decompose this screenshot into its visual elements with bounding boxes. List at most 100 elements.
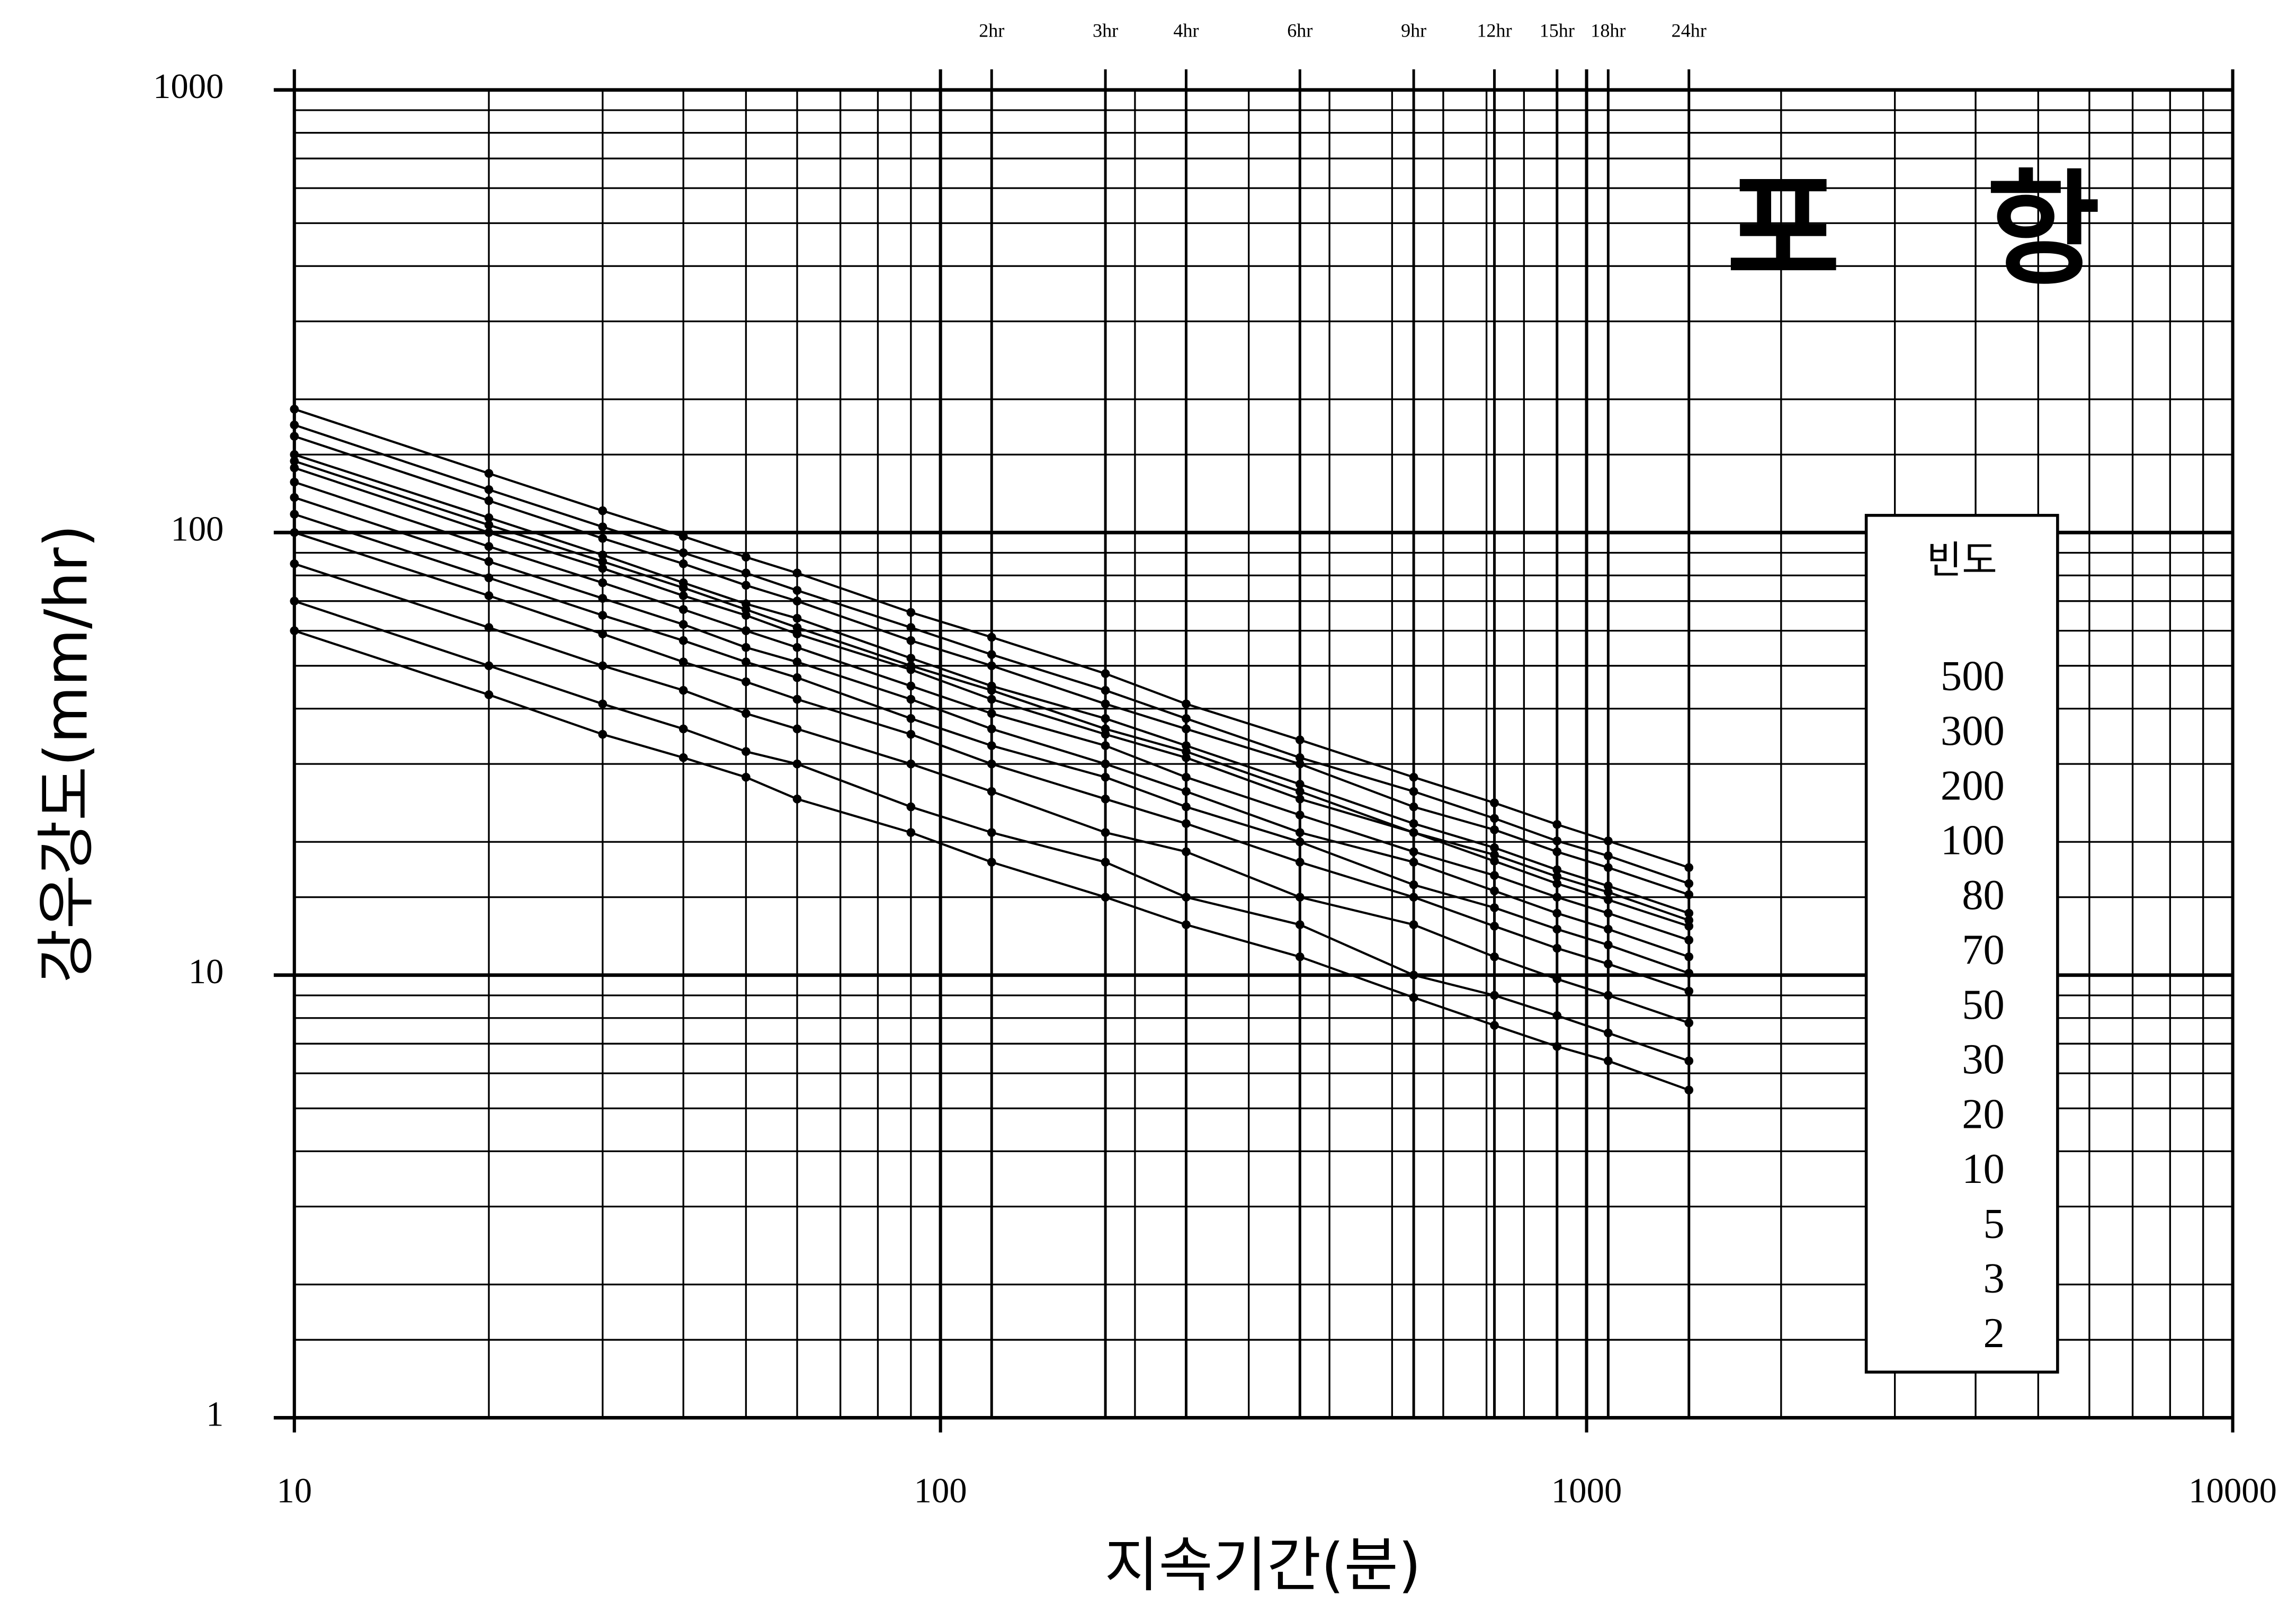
data-point bbox=[1490, 825, 1499, 834]
top-tick-label: 4hr bbox=[1173, 20, 1199, 41]
data-point bbox=[1182, 802, 1191, 812]
series-line bbox=[294, 563, 1690, 1024]
data-point bbox=[1684, 909, 1694, 918]
top-tick-label: 2hr bbox=[979, 20, 1004, 41]
data-point bbox=[792, 568, 802, 578]
data-point bbox=[484, 513, 494, 522]
data-point bbox=[1490, 903, 1499, 912]
data-point bbox=[792, 673, 802, 682]
y-tick-label: 100 bbox=[171, 510, 224, 549]
data-point bbox=[1182, 714, 1191, 723]
data-point bbox=[1182, 747, 1191, 756]
legend-box bbox=[1864, 514, 2059, 1374]
data-point bbox=[1490, 922, 1499, 931]
data-point bbox=[598, 594, 607, 603]
top-tick-label: 15hr bbox=[1540, 20, 1575, 41]
data-point bbox=[1684, 952, 1694, 961]
data-point bbox=[1295, 893, 1305, 902]
data-point bbox=[1684, 936, 1694, 945]
data-point bbox=[1182, 699, 1191, 709]
data-point bbox=[741, 611, 751, 620]
x-axis-label: 지속기간(분) bbox=[1104, 1531, 1421, 1600]
data-point bbox=[1490, 991, 1499, 1000]
data-point bbox=[741, 747, 751, 756]
data-point bbox=[678, 724, 688, 734]
data-point bbox=[484, 542, 494, 551]
data-point bbox=[1552, 909, 1562, 918]
data-point bbox=[678, 685, 688, 695]
data-point bbox=[906, 714, 916, 723]
data-point bbox=[1409, 828, 1418, 837]
data-point bbox=[678, 591, 688, 600]
data-point bbox=[1552, 847, 1562, 857]
data-point bbox=[1101, 759, 1110, 769]
data-point bbox=[1101, 699, 1110, 709]
data-point bbox=[906, 759, 916, 769]
data-point bbox=[1684, 863, 1694, 872]
legend-entry: 3 bbox=[1983, 1255, 2004, 1302]
y-axis-label: 강우강도(mm/hr) bbox=[33, 524, 101, 983]
series-line bbox=[294, 435, 1690, 896]
x-tick-label: 10000 bbox=[2188, 1472, 2277, 1510]
data-point bbox=[290, 405, 299, 414]
data-point bbox=[290, 457, 299, 466]
data-point bbox=[1295, 810, 1305, 820]
data-point bbox=[1684, 1056, 1694, 1066]
data-point bbox=[741, 581, 751, 590]
data-point bbox=[1552, 820, 1562, 829]
data-point bbox=[290, 420, 299, 430]
top-tick-label: 9hr bbox=[1401, 20, 1426, 41]
data-point bbox=[290, 450, 299, 459]
data-point bbox=[1552, 1042, 1562, 1051]
data-point bbox=[741, 677, 751, 687]
data-point bbox=[1604, 991, 1613, 1000]
data-point bbox=[1604, 940, 1613, 950]
top-tick-label: 18hr bbox=[1591, 20, 1625, 41]
data-point bbox=[1604, 836, 1613, 845]
data-point bbox=[1490, 814, 1499, 823]
legend-entry: 2 bbox=[1983, 1310, 2004, 1357]
data-point bbox=[1490, 952, 1499, 961]
y-tick-label: 1 bbox=[206, 1395, 224, 1434]
data-point bbox=[1552, 879, 1562, 888]
data-point bbox=[906, 636, 916, 645]
data-point bbox=[1409, 858, 1418, 867]
data-point bbox=[792, 724, 802, 734]
data-point bbox=[1295, 780, 1305, 789]
data-point bbox=[678, 636, 688, 645]
data-point bbox=[792, 657, 802, 666]
series-line bbox=[294, 408, 1690, 869]
data-point bbox=[484, 557, 494, 566]
data-point bbox=[598, 611, 607, 620]
data-point bbox=[484, 469, 494, 478]
series-line bbox=[294, 513, 1690, 975]
data-point bbox=[1101, 741, 1110, 750]
data-point bbox=[1409, 920, 1418, 929]
data-point bbox=[290, 463, 299, 473]
data-point bbox=[1295, 828, 1305, 837]
legend-entry: 200 bbox=[1941, 762, 2005, 809]
data-point bbox=[1552, 872, 1562, 881]
data-point bbox=[484, 520, 494, 530]
data-point bbox=[484, 690, 494, 699]
chart-title: 포 항 bbox=[1727, 158, 2100, 302]
data-point bbox=[1684, 1085, 1694, 1095]
data-point bbox=[290, 510, 299, 519]
legend-entry: 20 bbox=[1962, 1091, 2005, 1138]
top-tick-label: 12hr bbox=[1477, 20, 1512, 41]
data-point bbox=[1409, 802, 1418, 812]
data-point bbox=[987, 741, 996, 750]
data-point bbox=[1101, 828, 1110, 837]
data-point bbox=[1604, 909, 1613, 918]
data-point bbox=[678, 657, 688, 666]
top-tick-label: 24hr bbox=[1672, 20, 1707, 41]
data-point bbox=[987, 661, 996, 671]
data-point bbox=[1409, 787, 1418, 796]
data-point bbox=[484, 496, 494, 505]
data-point bbox=[987, 633, 996, 642]
data-point bbox=[290, 528, 299, 537]
legend-title: 빈도 bbox=[1927, 538, 1997, 583]
data-point bbox=[987, 787, 996, 796]
data-point bbox=[598, 564, 607, 573]
